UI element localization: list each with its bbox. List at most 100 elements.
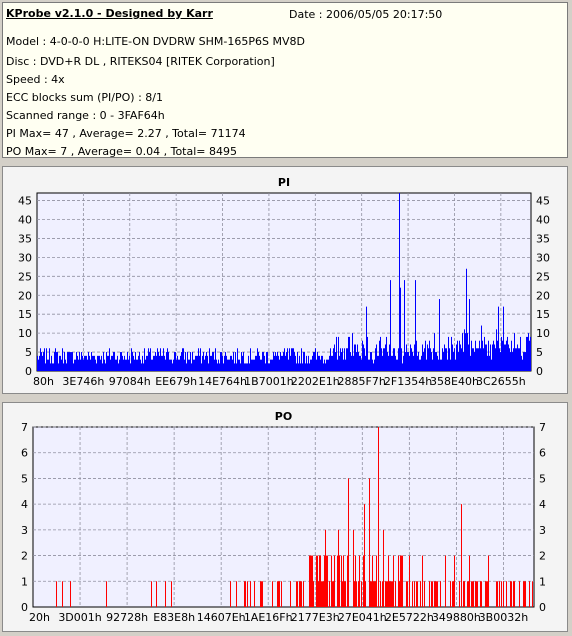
data-bar [230,581,231,607]
data-bar [261,359,262,371]
data-bar [121,352,122,371]
data-bar [306,355,307,371]
data-bar [241,352,242,371]
data-bar [516,348,517,371]
data-bar [353,529,354,607]
data-bar [411,348,412,371]
data-bar [207,355,208,371]
data-bar [350,352,351,371]
data-bar [429,340,430,371]
data-bar [138,355,139,371]
data-bar [421,355,422,371]
data-bar [255,355,256,371]
data-bar [45,363,46,371]
data-bar [144,348,145,371]
data-bar [330,348,331,371]
data-bar [111,355,112,371]
data-bar [204,359,205,371]
data-bar [297,352,298,371]
data-bar [465,333,466,371]
data-bar [249,363,250,371]
data-bar [442,348,443,371]
data-bar [422,555,423,607]
data-bar [277,581,278,607]
data-bar [502,340,503,371]
data-bar [268,363,269,371]
data-bar [513,348,514,371]
x-tick-label: 358E40h [430,375,479,388]
data-bar [152,359,153,371]
data-bar [117,355,118,371]
data-bar [134,359,135,371]
data-bar [532,581,533,607]
data-bar [217,363,218,371]
x-tick-label: 3E746h [62,375,104,388]
data-bar [145,359,146,371]
data-bar [191,363,192,371]
data-bar [486,581,487,607]
data-bar [417,355,418,371]
data-bar [171,359,172,371]
data-bar [339,555,340,607]
data-bar [332,355,333,371]
data-bar [473,348,474,371]
data-bar [375,348,376,371]
y-tick-label-right: 7 [539,421,546,434]
data-bar [109,348,110,371]
data-bar [343,555,344,607]
y-tick-label-right: 1 [539,575,546,588]
data-bar [404,280,405,371]
data-bar [332,581,333,607]
data-bar [321,355,322,371]
data-bar [351,355,352,371]
data-bar [372,359,373,371]
data-bar [445,555,446,607]
data-bar [504,344,505,371]
data-bar [269,363,270,371]
data-bar [129,355,130,371]
data-bar [254,581,255,607]
data-bar [376,555,377,607]
data-bar [250,348,251,371]
data-bar [344,581,345,607]
data-bar [292,348,293,371]
data-bar [73,363,74,371]
data-bar [65,359,66,371]
data-bar [487,581,488,607]
data-bar [48,359,49,371]
data-bar [499,348,500,371]
data-bar [401,555,402,607]
x-tick-label: 1B7001h [244,375,294,388]
data-bar [336,336,337,371]
data-bar [262,352,263,371]
data-bars [37,193,531,371]
data-bar [468,344,469,371]
x-tick-label: 1AE16Fh [244,611,293,624]
data-bar [317,555,318,607]
data-bar [440,359,441,371]
data-bar [293,348,294,371]
data-bar [58,363,59,371]
data-bar [149,352,150,371]
data-bar [326,555,327,607]
data-bar [390,280,391,371]
data-bar [189,359,190,371]
data-bar [222,355,223,371]
y-tick-label-right: 15 [536,308,550,321]
data-bar [355,344,356,371]
data-bar [394,348,395,371]
x-tick-label: 3C2655h [476,375,526,388]
data-bar [294,352,295,371]
data-bar [143,363,144,371]
data-bar [389,344,390,371]
data-bar [329,355,330,371]
data-bar [187,352,188,371]
data-bar [491,359,492,371]
data-bar [301,581,302,607]
data-bar [501,336,502,371]
data-bar [236,363,237,371]
data-bar [373,363,374,371]
data-bar [49,348,50,371]
data-bar [278,581,279,607]
data-bar [147,355,148,371]
